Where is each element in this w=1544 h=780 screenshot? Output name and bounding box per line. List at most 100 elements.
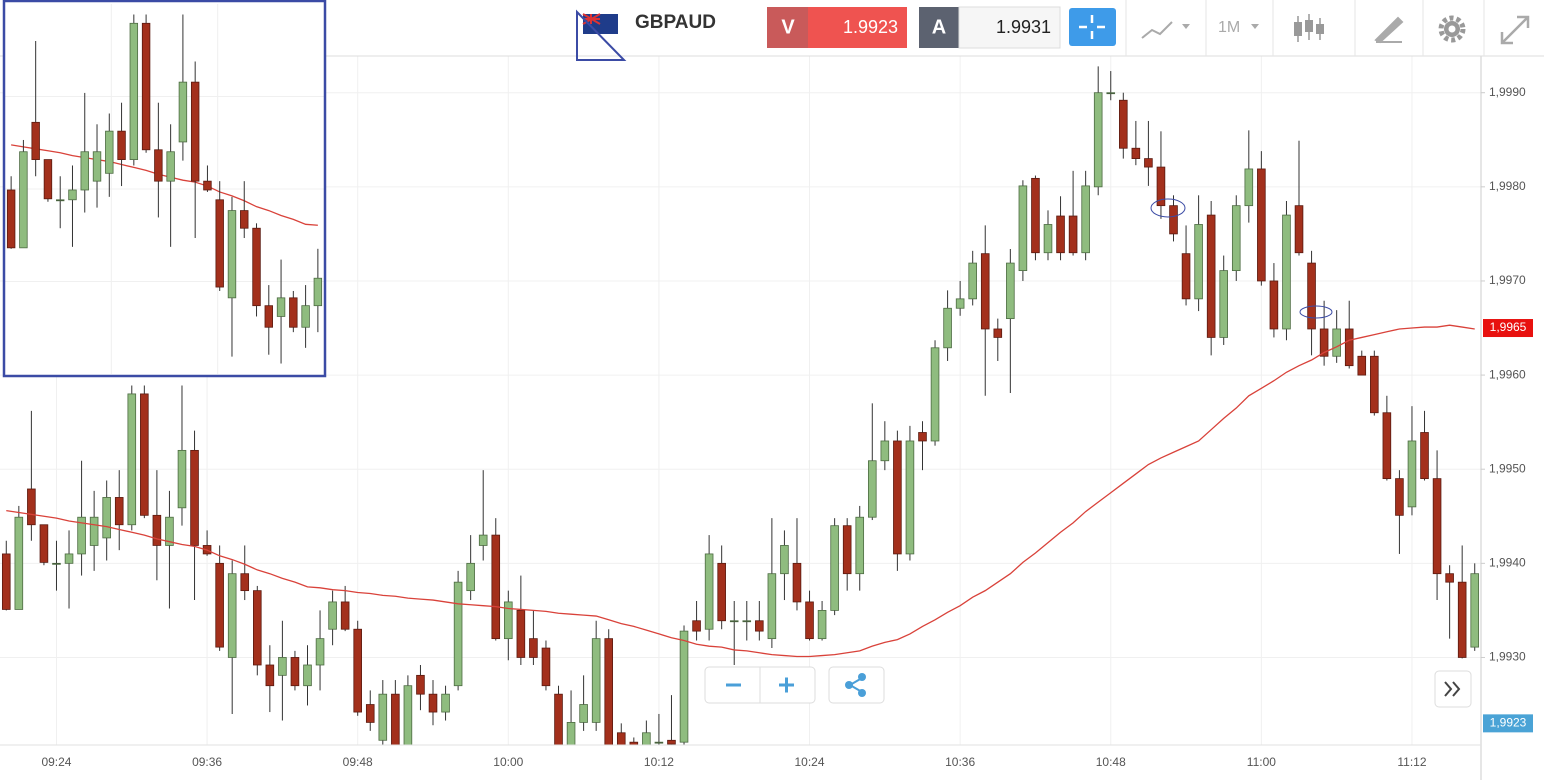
- candle-body: [353, 628, 362, 713]
- candle-body: [1119, 99, 1128, 149]
- candle-body: [1319, 328, 1329, 357]
- candle-body: [1231, 205, 1241, 272]
- candle-type-button[interactable]: [1294, 14, 1324, 42]
- candle-body: [80, 151, 89, 191]
- candle-body: [315, 638, 325, 666]
- candle-body: [27, 488, 36, 526]
- candle-body: [140, 393, 149, 516]
- share-button[interactable]: [845, 673, 866, 697]
- candle-body: [1169, 205, 1178, 235]
- candle-icon: [1305, 20, 1313, 32]
- price-tag: [1483, 319, 1533, 338]
- candle-body: [39, 524, 49, 563]
- candle-body: [729, 620, 739, 623]
- candle-body: [1294, 205, 1304, 254]
- candle-body: [1106, 92, 1116, 95]
- price-tag-label: 1,9965: [1490, 320, 1527, 334]
- draw-tool-button[interactable]: [1374, 16, 1404, 44]
- candle-body: [276, 297, 286, 317]
- y-tick-label: 1,9970: [1489, 273, 1526, 287]
- timeframe-button[interactable]: 1M: [1218, 19, 1259, 36]
- candle-body: [1269, 280, 1279, 330]
- candle-body: [1043, 224, 1053, 254]
- scroll-end-button[interactable]: [1444, 681, 1461, 697]
- inset-chart: [5, 4, 324, 374]
- candle-body: [1382, 412, 1392, 480]
- line-icon: [1141, 21, 1173, 39]
- candle-body: [313, 277, 323, 307]
- candle-body: [391, 693, 400, 745]
- candle-body: [190, 81, 200, 182]
- candle-body: [264, 305, 273, 328]
- zoom-in-button[interactable]: [779, 677, 794, 693]
- crosshair-button[interactable]: [1069, 8, 1116, 46]
- candle-body: [591, 638, 601, 723]
- candle-body: [579, 704, 588, 723]
- candle-body: [240, 210, 249, 229]
- candle-body: [253, 590, 262, 666]
- candle-body: [31, 121, 40, 160]
- candle-body: [203, 180, 212, 191]
- candle-body: [1344, 328, 1354, 367]
- chart-type-button[interactable]: [1141, 21, 1190, 39]
- scroll-end-box: [1434, 670, 1472, 708]
- candle-body: [289, 297, 298, 328]
- x-tick-label: 09:48: [343, 755, 373, 769]
- candle-body: [441, 693, 450, 713]
- candle-icon: [1316, 24, 1324, 34]
- buy-button[interactable]: A 1.9931: [919, 6, 1061, 49]
- x-tick-label: 11:00: [1247, 755, 1276, 769]
- candle-body: [378, 693, 388, 741]
- candle-body: [717, 562, 726, 622]
- x-tick-label: 10:36: [945, 755, 975, 769]
- candle-body: [968, 262, 977, 300]
- candle-body: [1156, 166, 1166, 207]
- candle-body: [980, 253, 990, 330]
- candle-body: [102, 497, 111, 539]
- candle-body: [1432, 478, 1442, 575]
- candle-body: [215, 199, 224, 288]
- candle-body: [930, 347, 940, 442]
- candle-body: [943, 307, 952, 349]
- candle-body: [365, 704, 375, 723]
- candle-body: [780, 545, 789, 575]
- candle-body: [955, 298, 965, 309]
- candle-body: [767, 573, 777, 640]
- x-tick-label: 09:36: [192, 755, 222, 769]
- sell-price-bg: [808, 7, 907, 48]
- sell-price: 1.9923: [843, 17, 898, 37]
- candle-body: [166, 151, 175, 182]
- y-tick-label: 1,9950: [1489, 461, 1526, 475]
- candle-icon: [1294, 22, 1302, 36]
- candle-body: [252, 227, 261, 307]
- candle-body: [842, 525, 852, 575]
- sell-button[interactable]: V 1.9923: [767, 7, 907, 48]
- candle-body: [340, 601, 350, 630]
- candle-body: [1131, 147, 1141, 159]
- price-tag: [1483, 714, 1533, 733]
- candle-body: [265, 664, 275, 687]
- candle-body: [1194, 224, 1203, 300]
- buy-label: A: [932, 16, 946, 38]
- candle-body: [830, 525, 839, 611]
- candle-body: [1307, 262, 1316, 330]
- candle-body: [817, 610, 827, 640]
- plot-area: [0, 56, 1481, 745]
- annotation-ellipse: [1150, 198, 1186, 218]
- candle-body: [68, 189, 77, 201]
- settings-button[interactable]: [1438, 15, 1466, 43]
- x-tick-label: 11:12: [1397, 755, 1426, 769]
- candle-body: [6, 189, 16, 249]
- candle-body: [240, 573, 250, 592]
- inset-frame: [2, 0, 327, 378]
- buy-price: 1.9931: [996, 17, 1051, 37]
- candle-body: [1056, 215, 1065, 254]
- candle-body: [190, 449, 199, 546]
- crosshair-bg: [1069, 8, 1116, 46]
- share-box: [828, 666, 885, 704]
- annotation-triangle: [576, 9, 627, 61]
- fullscreen-button[interactable]: [1500, 15, 1530, 45]
- candle-body: [114, 497, 124, 526]
- candle-body: [227, 210, 237, 299]
